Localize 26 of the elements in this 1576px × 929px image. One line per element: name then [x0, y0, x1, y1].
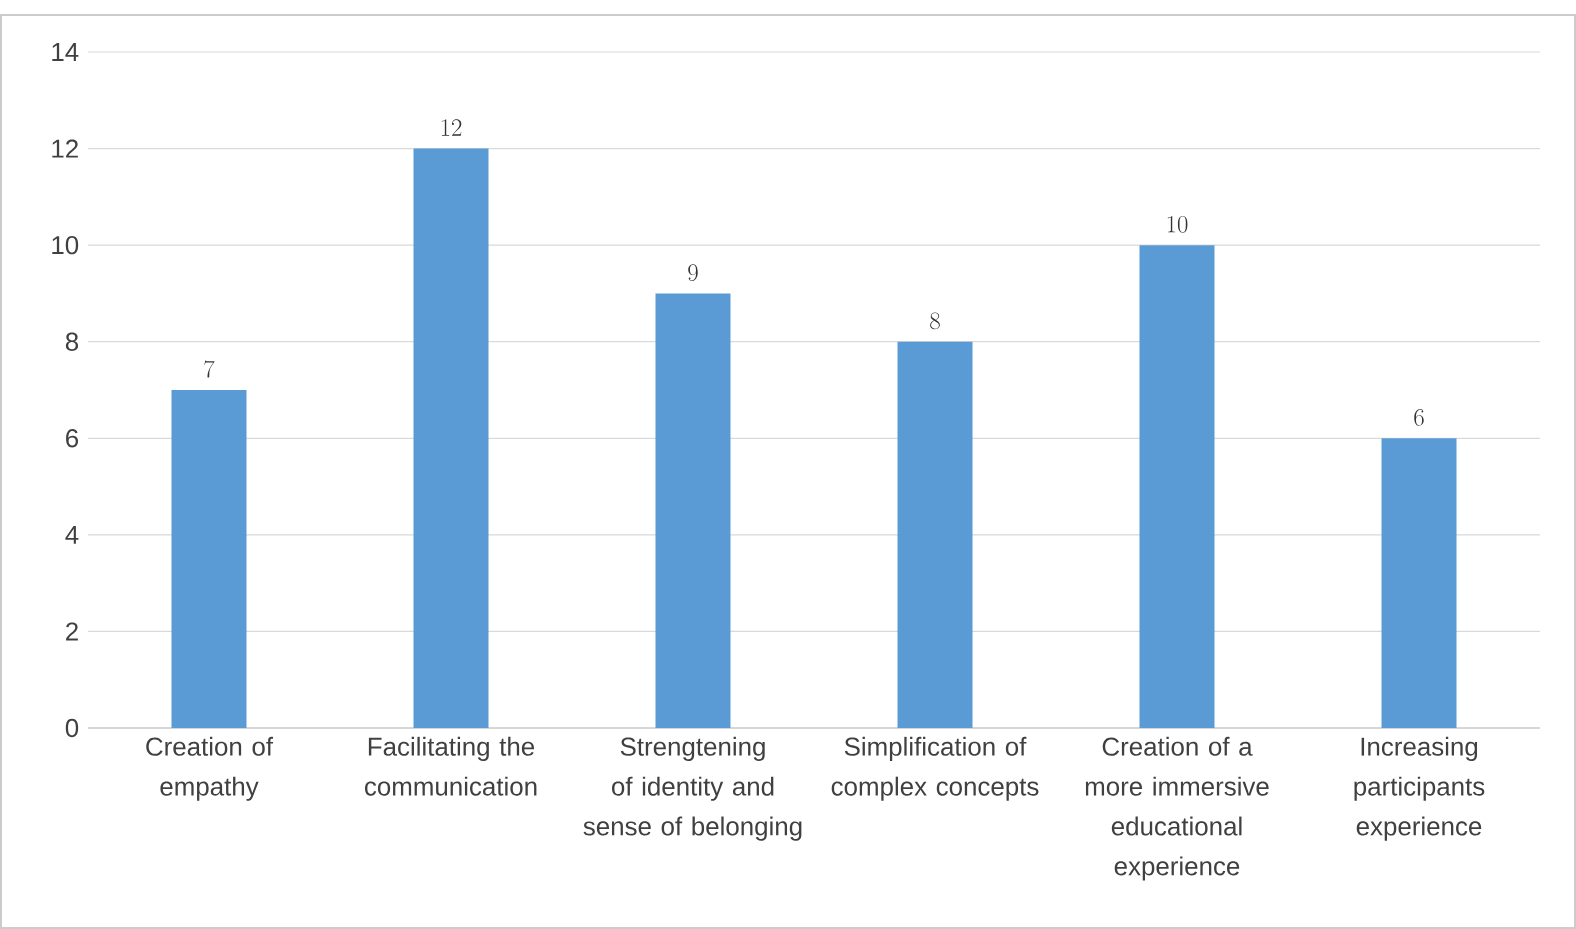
- x-tick-label: Increasing participants experience: [1354, 736, 1485, 841]
- x-tick-label: Facilitating the communication: [364, 736, 537, 796]
- bar: [413, 148, 489, 728]
- data-label: 6: [1414, 409, 1424, 426]
- y-tick-label: 8: [65, 332, 79, 351]
- y-tick-label: 2: [66, 622, 78, 641]
- data-label: 9: [688, 264, 698, 281]
- data-label: 8: [930, 312, 940, 330]
- x-tick-label: Creation of a more immersive educational experience: [1085, 736, 1269, 881]
- data-label: 7: [204, 360, 215, 378]
- bar: [655, 293, 731, 728]
- x-tick-label: Simplification of complex concepts: [831, 736, 1039, 801]
- data-label: 10: [1167, 215, 1188, 233]
- bar: [1381, 438, 1457, 728]
- x-tick-label: Creation of empathy: [146, 736, 274, 801]
- y-tick-label: 14: [52, 43, 79, 61]
- y-tick-label: 6: [66, 429, 79, 448]
- y-tick-label: 12: [52, 139, 78, 158]
- y-tick-label: 4: [65, 525, 79, 544]
- data-label: 12: [441, 119, 462, 136]
- y-tick-label: 0: [65, 718, 79, 738]
- bar: [171, 390, 247, 728]
- bar: [1139, 245, 1215, 728]
- x-tick-label: Strengtening of identity and sense of belonging: [583, 736, 802, 841]
- bar: [897, 341, 973, 728]
- y-tick-label: 10: [52, 235, 79, 255]
